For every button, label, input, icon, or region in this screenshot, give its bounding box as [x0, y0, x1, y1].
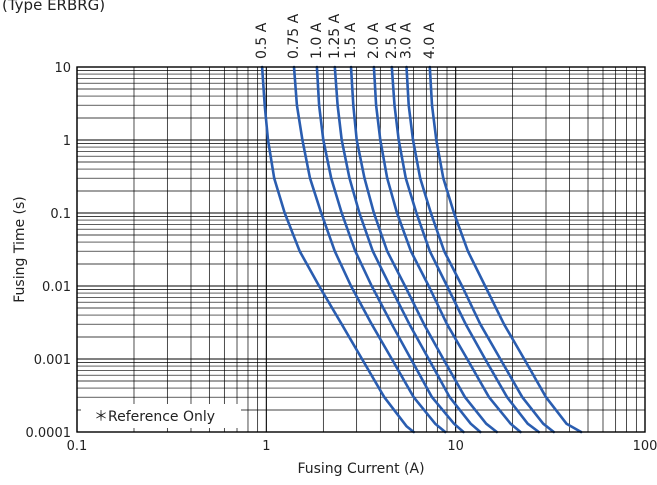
series-label-2: 1.0 A — [309, 22, 325, 59]
y-tick-label: 1 — [63, 134, 71, 149]
reference-note: ＊Reference Only — [81, 404, 241, 428]
y-tick-label: 0.1 — [50, 207, 71, 222]
y-tick-label: 0.001 — [34, 353, 71, 368]
chart-title: (Type ERBRG) — [2, 0, 105, 14]
series-label-1: 0.75 A — [286, 13, 302, 59]
plot-border — [77, 67, 645, 432]
series-lines — [262, 67, 581, 432]
y-tick-label: 0.0001 — [26, 426, 72, 441]
series-label-3: 1.25 A — [327, 13, 343, 59]
y-tick-label: 10 — [54, 61, 71, 76]
x-tick-label: 1 — [262, 439, 270, 454]
x-tick-label: 10 — [447, 439, 464, 454]
x-tick-label: 0.1 — [67, 439, 88, 454]
tick-labels: 0.1 1 10 100 0.0001 0.001 0.01 0.1 1 10 — [26, 61, 657, 454]
series-line-1 — [294, 67, 445, 432]
x-axis-label: Fusing Current (A) — [297, 461, 424, 477]
series-label-4: 1.5 A — [343, 22, 359, 59]
plot-frame — [77, 67, 645, 432]
x-tick-label: 100 — [633, 439, 657, 454]
series-label-5: 2.0 A — [366, 22, 382, 59]
series-label-8: 4.0 A — [422, 22, 438, 59]
reference-note-text: ＊Reference Only — [94, 409, 215, 425]
y-tick-label: 0.01 — [42, 280, 71, 295]
y-axis-label: Fusing Time (s) — [12, 196, 28, 302]
series-line-0 — [262, 67, 414, 432]
series-label-7: 3.0 A — [399, 22, 415, 59]
series-label-6: 2.5 A — [384, 22, 400, 59]
grid — [77, 67, 645, 432]
series-label-0: 0.5 A — [254, 22, 270, 59]
